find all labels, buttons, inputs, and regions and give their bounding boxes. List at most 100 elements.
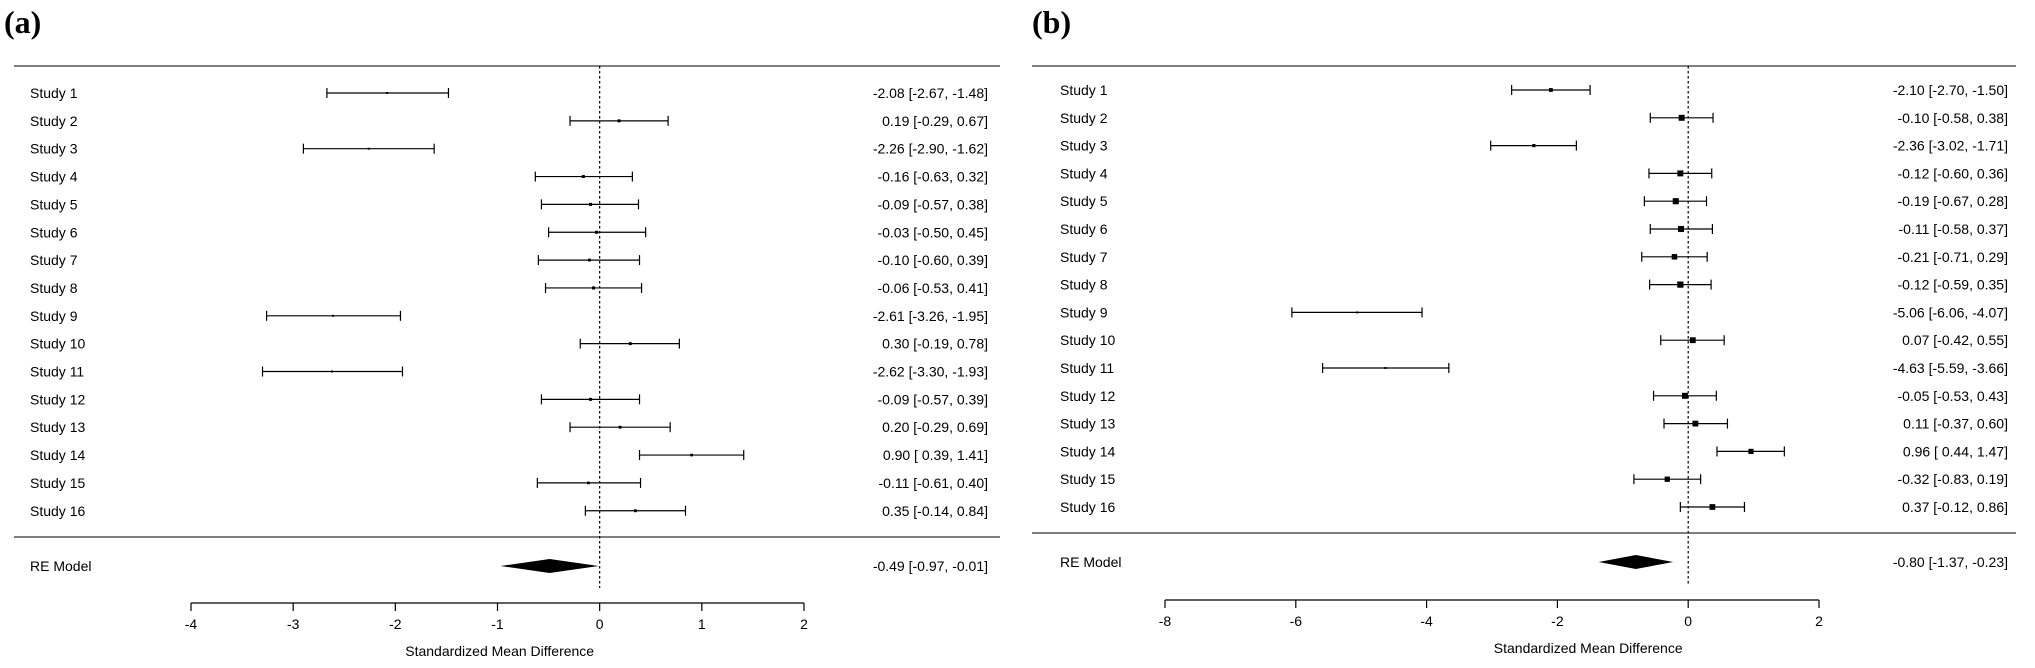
pb-study-label: Study 9: [1060, 304, 1108, 320]
pb-point-estimate: [1709, 504, 1716, 510]
pb-x-tick-label: -4: [1420, 613, 1433, 629]
pb-study-label: Study 12: [1060, 388, 1115, 404]
pa-x-tick-label: -3: [287, 616, 300, 632]
pb-study-label: Study 7: [1060, 249, 1108, 265]
pa-point-estimate: [633, 509, 637, 513]
pb-summary-text: -0.80 [-1.37, -0.23]: [1893, 554, 2008, 570]
pa-estimate-ci-text: -2.61 [-3.26, -1.95]: [873, 308, 988, 324]
pb-study-label: Study 2: [1060, 110, 1108, 126]
pb-point-estimate: [1678, 114, 1685, 121]
pa-x-tick-label: 0: [596, 616, 604, 632]
pa-estimate-ci-text: -0.10 [-0.60, 0.39]: [877, 252, 988, 268]
pb-estimate-ci-text: -2.36 [-3.02, -1.71]: [1893, 138, 2008, 154]
pb-estimate-ci-text: -0.21 [-0.71, 0.29]: [1897, 249, 2008, 265]
pb-study-label: Study 3: [1060, 138, 1108, 154]
pa-point-estimate: [690, 453, 693, 457]
pa-study-label: Study 16: [30, 503, 85, 519]
pa-study-label: Study 14: [30, 447, 85, 463]
pa-point-estimate: [588, 397, 592, 401]
pa-study-label: Study 9: [30, 308, 78, 324]
pa-study-label: Study 5: [30, 196, 78, 212]
pb-point-estimate: [1664, 476, 1670, 482]
pa-study-label: Study 8: [30, 280, 78, 296]
pa-estimate-ci-text: 0.20 [-0.29, 0.69]: [882, 419, 988, 435]
pb-study-label: Study 10: [1060, 332, 1115, 348]
pa-study-label: Study 7: [30, 252, 78, 268]
pa-estimate-ci-text: -2.26 [-2.90, -1.62]: [873, 141, 988, 157]
pa-point-estimate: [367, 147, 370, 150]
pb-summary-label: RE Model: [1060, 554, 1121, 570]
pb-estimate-ci-text: -0.32 [-0.83, 0.19]: [1897, 471, 2008, 487]
pa-study-label: Study 10: [30, 336, 85, 352]
pa-point-estimate: [330, 370, 333, 373]
pa-study-label: Study 3: [30, 141, 78, 157]
pa-x-tick-label: -4: [185, 616, 198, 632]
pb-point-estimate: [1681, 392, 1688, 399]
pa-x-tick-label: -2: [389, 616, 402, 632]
pb-study-label: Study 13: [1060, 416, 1115, 432]
pa-point-estimate: [595, 230, 599, 234]
pa-point-estimate: [581, 175, 585, 179]
pa-estimate-ci-text: -0.11 [-0.61, 0.40]: [879, 475, 988, 491]
pa-summary-diamond: [500, 559, 599, 573]
panel-label-a: (a): [4, 4, 42, 40]
pa-point-estimate: [588, 202, 592, 206]
pa-point-estimate: [386, 92, 389, 94]
pa-x-axis-label: Standardized Mean Difference: [405, 643, 594, 659]
pb-point-estimate: [1356, 311, 1359, 314]
pb-estimate-ci-text: -0.10 [-0.58, 0.38]: [1897, 110, 2008, 126]
pa-x-tick-label: -1: [491, 616, 504, 632]
pb-point-estimate: [1532, 143, 1536, 148]
pa-estimate-ci-text: -0.06 [-0.53, 0.41]: [877, 280, 988, 296]
pb-study-label: Study 1: [1060, 82, 1108, 98]
pb-study-label: Study 6: [1060, 221, 1108, 237]
pb-estimate-ci-text: 0.96 [ 0.44, 1.47]: [1903, 443, 2008, 459]
pb-estimate-ci-text: -2.10 [-2.70, -1.50]: [1893, 82, 2008, 98]
pb-x-tick-label: 0: [1684, 613, 1692, 629]
pa-study-label: Study 2: [30, 113, 78, 129]
pb-point-estimate: [1692, 420, 1699, 427]
pa-point-estimate: [591, 286, 596, 290]
pa-point-estimate: [588, 258, 591, 262]
pa-study-label: Study 15: [30, 475, 85, 491]
pa-estimate-ci-text: 0.35 [-0.14, 0.84]: [882, 503, 988, 519]
pb-summary-diamond: [1598, 555, 1674, 569]
panel-label-b: (b): [1032, 4, 1072, 40]
pb-study-label: Study 15: [1060, 471, 1115, 487]
pb-x-tick-label: -2: [1551, 613, 1564, 629]
pa-summary-text: -0.49 [-0.97, -0.01]: [873, 558, 988, 574]
pb-estimate-ci-text: -0.11 [-0.58, 0.37]: [1899, 221, 2008, 237]
pa-x-tick-label: 1: [698, 616, 706, 632]
pa-estimate-ci-text: -0.09 [-0.57, 0.39]: [877, 391, 988, 407]
pa-estimate-ci-text: -0.16 [-0.63, 0.32]: [877, 169, 988, 185]
pa-point-estimate: [628, 342, 632, 346]
pa-estimate-ci-text: 0.30 [-0.19, 0.78]: [882, 336, 988, 352]
pb-study-label: Study 14: [1060, 443, 1115, 459]
pb-point-estimate: [1677, 170, 1684, 177]
pa-estimate-ci-text: -0.03 [-0.50, 0.45]: [877, 224, 988, 240]
pb-x-tick-label: -6: [1290, 613, 1303, 629]
pb-study-label: Study 8: [1060, 277, 1108, 293]
pb-x-axis-label: Standardized Mean Difference: [1494, 640, 1683, 656]
pb-study-label: Study 5: [1060, 193, 1108, 209]
pb-estimate-ci-text: -0.19 [-0.67, 0.28]: [1897, 193, 2008, 209]
pb-estimate-ci-text: -4.63 [-5.59, -3.66]: [1893, 360, 2008, 376]
pa-point-estimate: [332, 314, 335, 317]
pa-point-estimate: [587, 481, 590, 485]
pa-study-label: Study 4: [30, 169, 78, 185]
pb-study-label: Study 11: [1060, 360, 1114, 376]
pa-point-estimate: [618, 425, 622, 429]
pb-estimate-ci-text: -0.05 [-0.53, 0.43]: [1897, 388, 2008, 404]
pb-estimate-ci-text: -5.06 [-6.06, -4.07]: [1893, 304, 2008, 320]
pb-point-estimate: [1677, 281, 1684, 288]
pb-point-estimate: [1671, 254, 1678, 260]
pb-point-estimate: [1748, 448, 1754, 454]
pa-study-label: Study 13: [30, 419, 85, 435]
pb-point-estimate: [1677, 225, 1685, 233]
pa-summary-label: RE Model: [30, 558, 91, 574]
pa-estimate-ci-text: -0.09 [-0.57, 0.38]: [877, 196, 988, 212]
pb-point-estimate: [1548, 88, 1553, 92]
pb-x-tick-label: 2: [1815, 613, 1823, 629]
pb-point-estimate: [1672, 198, 1679, 205]
pb-estimate-ci-text: 0.11 [-0.37, 0.60]: [1903, 416, 2008, 432]
